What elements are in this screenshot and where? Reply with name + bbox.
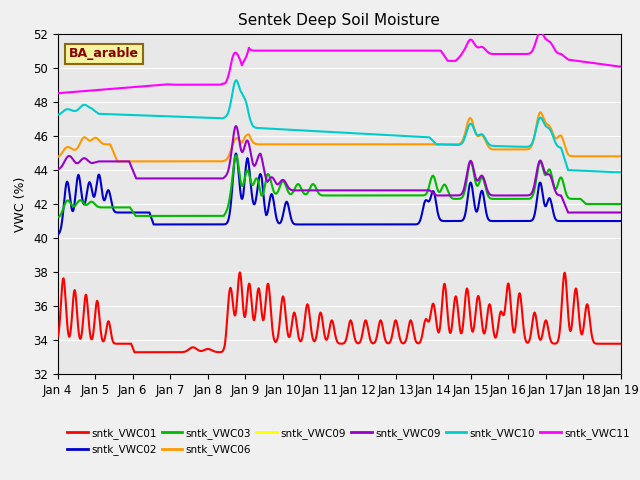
Title: Sentek Deep Soil Moisture: Sentek Deep Soil Moisture <box>238 13 440 28</box>
Y-axis label: VWC (%): VWC (%) <box>14 176 28 232</box>
Legend: sntk_VWC01, sntk_VWC02, sntk_VWC03, sntk_VWC06, sntk_VWC09, sntk_VWC09, sntk_VWC: sntk_VWC01, sntk_VWC02, sntk_VWC03, sntk… <box>63 424 634 459</box>
Text: BA_arable: BA_arable <box>69 48 139 60</box>
